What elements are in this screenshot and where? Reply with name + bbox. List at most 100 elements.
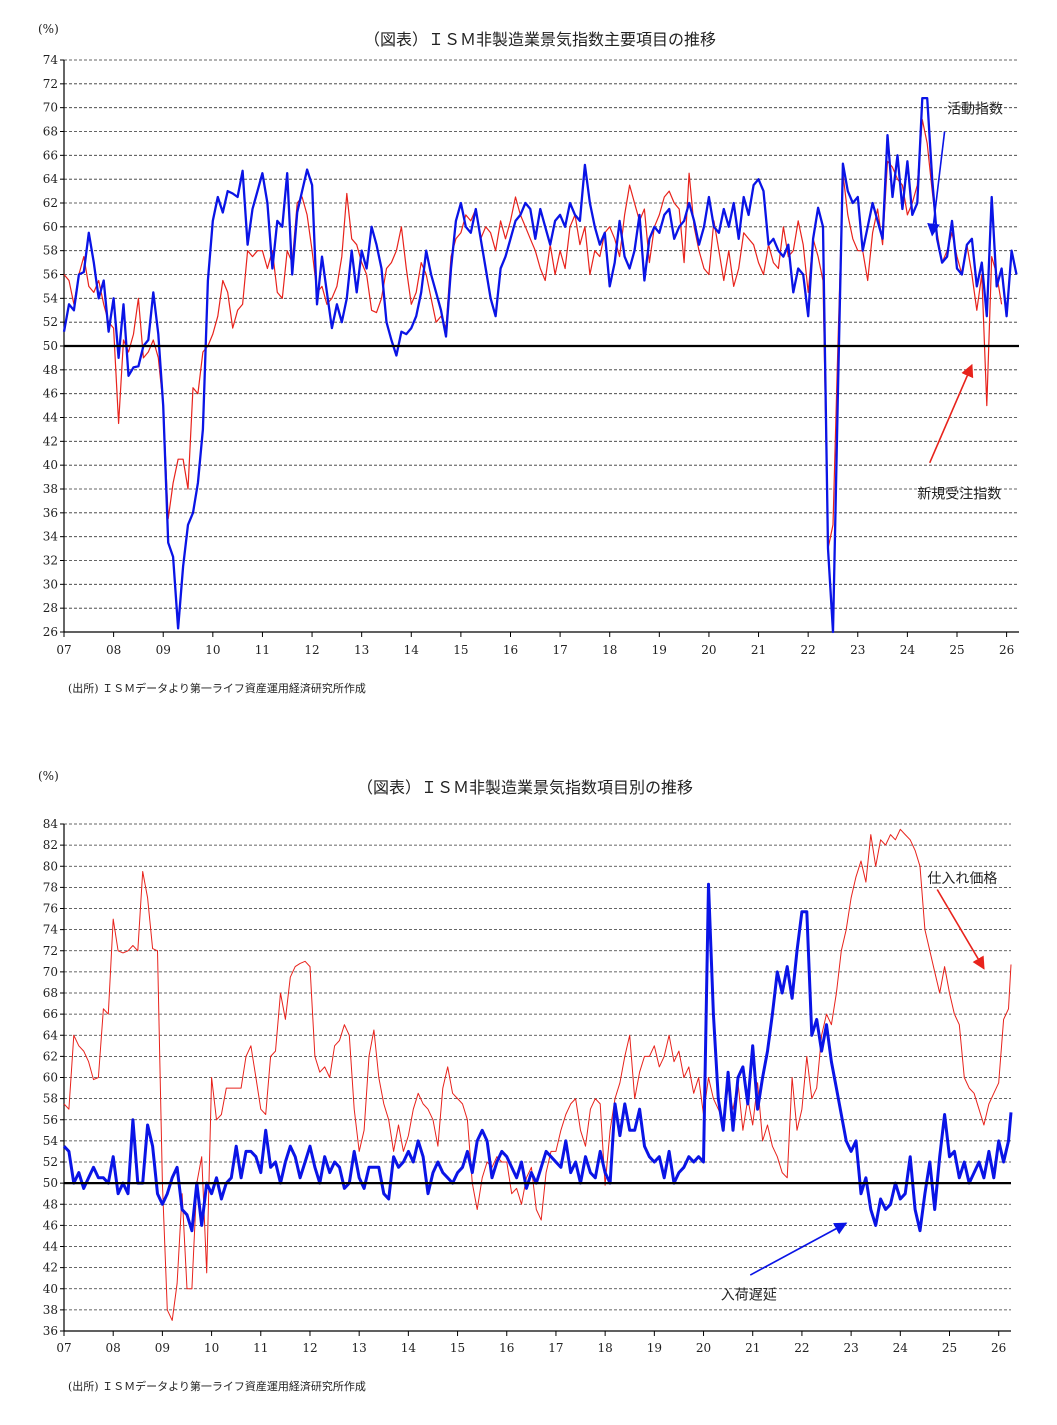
y-tick-label: 54 (43, 1134, 59, 1148)
x-tick-label: 12 (302, 1341, 317, 1355)
x-tick-label: 08 (106, 1341, 121, 1355)
y-tick-label: 66 (43, 1007, 58, 1021)
annotation-label: 新規受注指数 (917, 487, 1001, 503)
y-tick-label: 60 (43, 220, 58, 234)
y-tick-label: 48 (43, 363, 58, 377)
y-tick-label: 34 (43, 530, 59, 544)
x-tick-label: 20 (701, 643, 716, 657)
y-tick-label: 58 (43, 1092, 58, 1106)
series-line-red (63, 828, 1012, 1321)
y-tick-label: 62 (43, 1049, 58, 1063)
y-tick-label: 38 (43, 1303, 58, 1317)
y-tick-label: 42 (43, 1261, 58, 1275)
x-tick-label: 25 (942, 1341, 957, 1355)
y-tick-label: 28 (43, 601, 58, 615)
x-tick-label: 21 (751, 643, 766, 657)
y-tick-label: 70 (43, 965, 58, 979)
x-tick-label: 11 (253, 1341, 268, 1355)
x-tick-label: 17 (552, 643, 567, 657)
y-tick-label: 42 (43, 434, 58, 448)
annotation-arrow (928, 363, 974, 464)
y-tick-label: 36 (43, 1324, 58, 1338)
source-note: (出所) ＩＳＭデータより第一ライフ資産運用経済研究所作成 (68, 1379, 366, 1393)
x-tick-label: 10 (204, 1341, 219, 1355)
y-axis-unit: (%) (38, 22, 59, 36)
x-tick-label: 07 (56, 1341, 71, 1355)
y-tick-label: 32 (43, 554, 58, 568)
x-tick-label: 14 (401, 1341, 417, 1355)
y-tick-label: 46 (43, 387, 58, 401)
y-tick-label: 52 (43, 315, 58, 329)
y-tick-label: 64 (43, 172, 59, 186)
annotation-arrow (749, 1222, 848, 1276)
y-tick-label: 74 (43, 923, 59, 937)
chart-1-ism-main-items: （図表）ＩＳＭ非製造業景気指数主要項目の推移 (%) 26 28 30 32 34 36 38 4… (38, 22, 1019, 695)
x-tick-label: 26 (991, 1341, 1006, 1355)
y-tick-label: 26 (43, 625, 58, 639)
source-note: (出所) ＩＳＭデータより第一ライフ資産運用経済研究所作成 (68, 681, 366, 695)
x-tick-label: 15 (453, 643, 468, 657)
x-tick-label: 14 (404, 643, 420, 657)
y-tick-label: 68 (43, 986, 58, 1000)
x-tick-label: 17 (548, 1341, 563, 1355)
x-tick-label: 23 (843, 1341, 858, 1355)
x-tick-label: 26 (999, 643, 1014, 657)
y-tick-label: 50 (43, 1176, 58, 1190)
y-tick-label: 78 (43, 880, 58, 894)
x-tick-label: 09 (156, 643, 171, 657)
x-tick-label: 19 (647, 1341, 662, 1355)
y-tick-label: 70 (43, 101, 58, 115)
chart-2-ism-items-by-category: （図表）ＩＳＭ非製造業景気指数項目別の推移 (%) 36 38 40 42 44 46 48 50… (38, 769, 1013, 1393)
y-tick-label: 74 (43, 53, 59, 67)
y-tick-label: 52 (43, 1155, 58, 1169)
x-tick-label: 10 (205, 643, 220, 657)
y-tick-label: 36 (43, 506, 58, 520)
x-tick-label: 12 (304, 643, 319, 657)
y-tick-label: 40 (43, 1282, 58, 1296)
x-tick-label: 24 (900, 643, 916, 657)
y-tick-label: 72 (43, 944, 58, 958)
y-tick-label: 68 (43, 125, 58, 139)
annotation-label: 活動指数 (947, 102, 1003, 118)
x-tick-label: 13 (354, 643, 369, 657)
y-tick-label: 30 (43, 577, 58, 591)
x-tick-label: 22 (794, 1341, 809, 1355)
series-line-blue (62, 882, 1013, 1233)
x-tick-label: 22 (801, 643, 816, 657)
chart-title: （図表）ＩＳＭ非製造業景気指数主要項目の推移 (364, 30, 716, 49)
y-tick-label: 82 (43, 838, 58, 852)
annotation-arrow (936, 889, 985, 970)
y-tick-label: 60 (43, 1071, 58, 1085)
chart-title: （図表）ＩＳＭ非製造業景気指数項目別の推移 (357, 778, 693, 797)
x-tick-label: 21 (745, 1341, 760, 1355)
y-tick-label: 56 (43, 268, 58, 282)
y-tick-label: 40 (43, 458, 58, 472)
y-tick-label: 46 (43, 1218, 58, 1232)
annotation-label: 仕入れ価格 (927, 871, 997, 887)
y-tick-label: 62 (43, 196, 58, 210)
y-tick-label: 80 (43, 859, 58, 873)
x-tick-label: 07 (56, 643, 71, 657)
x-tick-label: 25 (949, 643, 964, 657)
y-tick-label: 66 (43, 148, 58, 162)
annotation-arrow (927, 131, 946, 237)
y-tick-label: 76 (43, 902, 58, 916)
y-tick-label: 84 (43, 817, 59, 831)
y-tick-label: 38 (43, 482, 58, 496)
y-axis-unit: (%) (38, 769, 59, 783)
annotation-label: 入荷遅延 (721, 1287, 777, 1303)
x-tick-label: 15 (450, 1341, 465, 1355)
y-tick-label: 50 (43, 339, 58, 353)
y-tick-label: 44 (43, 1240, 59, 1254)
y-tick-label: 48 (43, 1197, 58, 1211)
series-line-red (63, 119, 1003, 550)
x-tick-label: 18 (602, 643, 617, 657)
y-tick-label: 56 (43, 1113, 58, 1127)
y-tick-label: 64 (43, 1028, 59, 1042)
x-tick-label: 08 (106, 643, 121, 657)
x-tick-label: 13 (352, 1341, 367, 1355)
x-tick-label: 16 (499, 1341, 514, 1355)
y-tick-label: 44 (43, 411, 59, 425)
